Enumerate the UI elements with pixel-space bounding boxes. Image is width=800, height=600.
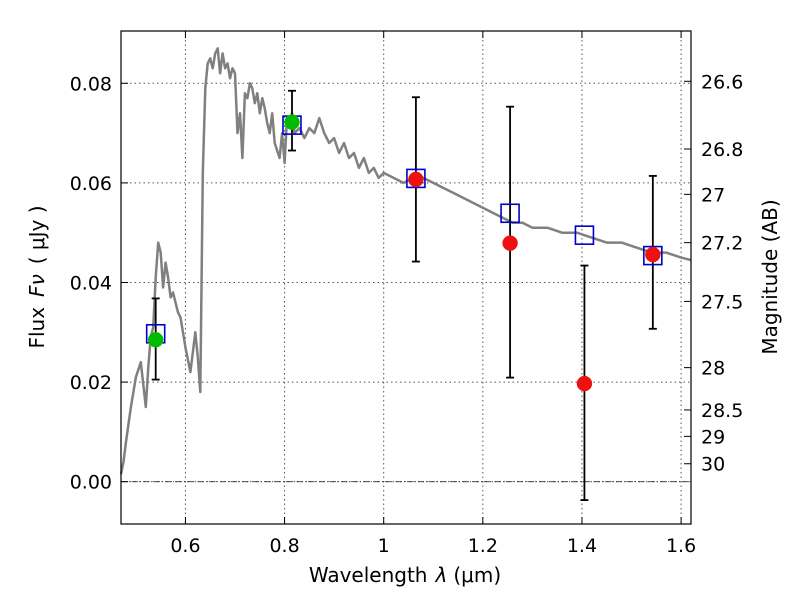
y2-tick-label: 28 (701, 358, 725, 380)
y2-tick-label: 29 (701, 426, 725, 448)
x-tick-label: 1.4 (567, 535, 597, 557)
y2-tick-label: 27.2 (701, 233, 743, 255)
y2-axis-ticks: 26.6 26.8 27 27.2 27.5 28 28.5 29 30 (684, 71, 743, 476)
flux-point-marker (502, 235, 518, 251)
model-square-marker (643, 245, 663, 266)
flux-point-marker (147, 331, 164, 348)
flux-point-marker (645, 246, 661, 263)
error-bars (151, 89, 657, 501)
x-axis-ticks: 0.6 0.8 1 1.2 1.4 1.6 (170, 31, 696, 557)
x-tick-label: 1 (378, 535, 390, 557)
x-tick-label: 1.6 (666, 535, 696, 557)
y2-tick-label: 27 (701, 184, 725, 206)
y-axis-label: FluxFν( μJy ) (25, 205, 49, 348)
model-square-marker (574, 225, 595, 245)
sed-model-curve (119, 47, 692, 475)
y-tick-label: 0.02 (70, 372, 112, 394)
x-tick-label: 0.6 (170, 535, 200, 557)
y2-tick-label: 26.6 (701, 71, 743, 93)
flux-point-marker (576, 375, 593, 392)
y-tick-label: 0.04 (70, 272, 112, 294)
observed-flux-markers (147, 114, 661, 392)
y2-tick-label: 28.5 (701, 400, 743, 422)
model-square-marker (500, 203, 520, 224)
y-tick-label: 0.06 (70, 173, 112, 195)
y-axis-ticks: 0.00 0.02 0.04 0.06 0.08 (70, 73, 128, 494)
x-tick-label: 1.2 (468, 535, 498, 557)
flux-point-marker (284, 114, 300, 130)
grid-lines (121, 31, 691, 524)
y2-axis-label: Magnitude (AB) (758, 199, 782, 354)
flux-point-marker (408, 171, 424, 188)
y2-tick-label: 26.8 (701, 139, 743, 161)
x-axis-label: Wavelength λ (μm) (309, 563, 501, 587)
model-photometry-markers (145, 115, 663, 344)
plot-frame (120, 30, 692, 525)
x-tick-label: 0.8 (269, 535, 299, 557)
y-tick-label: 0.08 (70, 73, 112, 95)
model-square-marker (406, 168, 426, 189)
y2-tick-label: 30 (701, 454, 725, 476)
y-tick-label: 0.00 (70, 472, 112, 494)
y2-tick-label: 27.5 (701, 291, 743, 313)
